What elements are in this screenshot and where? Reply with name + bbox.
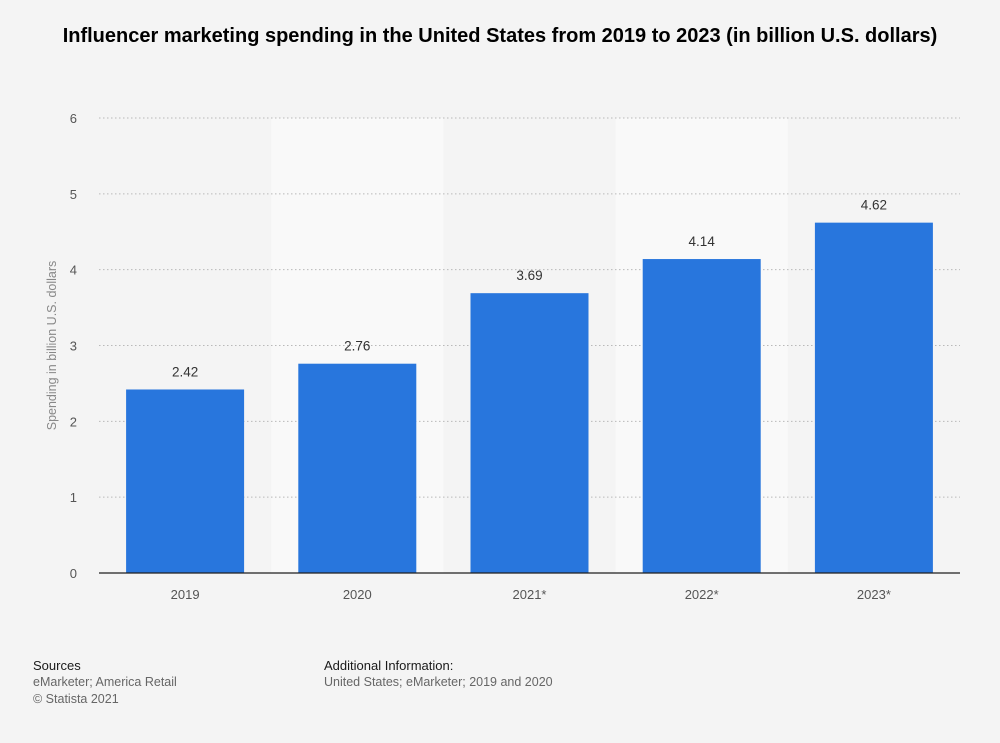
y-tick-label: 3 xyxy=(70,339,77,354)
sources-heading: Sources xyxy=(33,658,81,673)
y-tick-label: 1 xyxy=(70,490,77,505)
additional-info-block: Additional Information: United States; e… xyxy=(324,657,553,691)
x-tick-label: 2020 xyxy=(343,587,372,602)
data-label: 4.62 xyxy=(861,198,887,213)
sources-block: Sources eMarketer; America Retail © Stat… xyxy=(33,657,177,708)
y-tick-label: 4 xyxy=(70,263,77,278)
additional-info-text: United States; eMarketer; 2019 and 2020 xyxy=(324,675,553,689)
bar xyxy=(642,259,761,573)
x-tick-label: 2019 xyxy=(171,587,200,602)
y-tick-label: 5 xyxy=(70,187,77,202)
data-label: 4.14 xyxy=(689,234,716,249)
chart-title: Influencer marketing spending in the Uni… xyxy=(62,25,938,47)
sources-text[interactable]: eMarketer; America Retail xyxy=(33,675,177,689)
data-label: 2.76 xyxy=(344,339,370,354)
y-tick-label: 6 xyxy=(70,111,77,126)
y-axis-label: Spending in billion U.S. dollars xyxy=(45,261,59,431)
x-tick-label: 2022* xyxy=(685,587,719,602)
bar xyxy=(298,363,417,573)
x-tick-label: 2023* xyxy=(857,587,891,602)
bar xyxy=(814,222,933,573)
bar xyxy=(470,293,589,573)
data-label: 2.42 xyxy=(172,364,198,379)
copyright-text: © Statista 2021 xyxy=(33,692,119,706)
y-tick-label: 2 xyxy=(70,414,77,429)
data-label: 3.69 xyxy=(516,268,542,283)
x-tick-label: 2021* xyxy=(513,587,547,602)
additional-info-heading: Additional Information: xyxy=(324,658,454,673)
bar xyxy=(126,389,245,573)
y-tick-label: 0 xyxy=(70,566,77,581)
